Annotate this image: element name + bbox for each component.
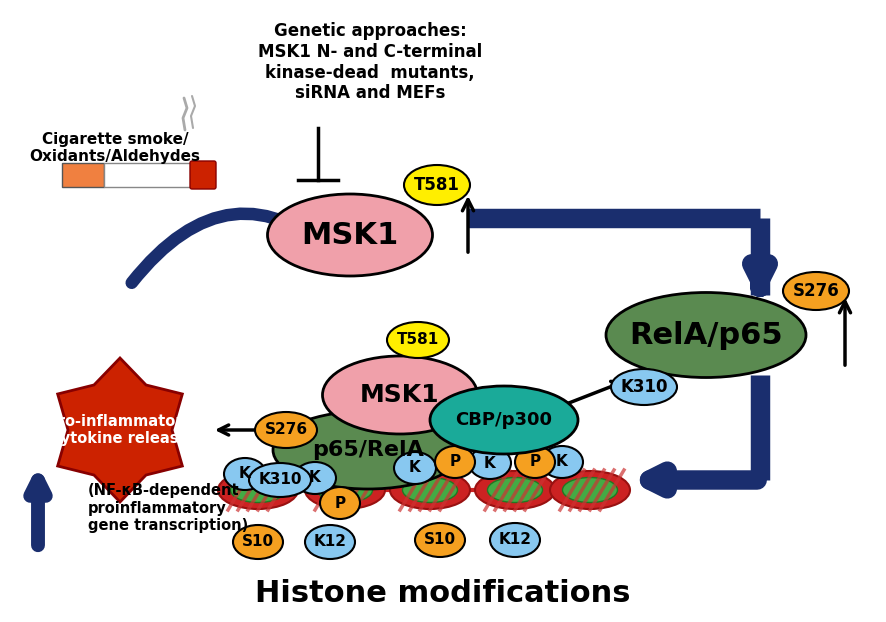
Text: K: K (309, 470, 321, 486)
Bar (104, 163, 192, 187)
Text: K: K (484, 455, 496, 470)
Text: T581: T581 (414, 176, 460, 194)
Text: K: K (556, 455, 568, 470)
Ellipse shape (515, 446, 555, 478)
Text: S276: S276 (793, 282, 839, 300)
Ellipse shape (563, 478, 618, 503)
Ellipse shape (490, 523, 540, 557)
Ellipse shape (611, 369, 677, 405)
Text: K12: K12 (314, 534, 346, 549)
Ellipse shape (387, 322, 449, 358)
Text: Histone modifications: Histone modifications (255, 580, 631, 608)
Text: K310: K310 (620, 378, 668, 396)
Text: K: K (239, 466, 251, 481)
Ellipse shape (268, 194, 432, 276)
Ellipse shape (415, 523, 465, 557)
Ellipse shape (606, 292, 806, 378)
Text: K: K (409, 460, 421, 475)
Text: Genetic approaches:
MSK1 N- and C-terminal
kinase-dead  mutants,
siRNA and MEFs: Genetic approaches: MSK1 N- and C-termin… (258, 22, 482, 103)
Ellipse shape (233, 525, 283, 559)
Text: P: P (449, 455, 461, 470)
Text: K12: K12 (499, 532, 532, 547)
Ellipse shape (475, 471, 555, 509)
Ellipse shape (323, 356, 478, 434)
Ellipse shape (294, 462, 336, 494)
Ellipse shape (430, 386, 578, 454)
Ellipse shape (230, 478, 285, 503)
Ellipse shape (487, 478, 542, 503)
FancyArrowPatch shape (132, 213, 340, 283)
Text: MSK1: MSK1 (361, 383, 439, 407)
Ellipse shape (317, 478, 372, 503)
Ellipse shape (320, 487, 360, 519)
Ellipse shape (404, 165, 470, 205)
Text: Pro-inflammatory
cytokine release: Pro-inflammatory cytokine release (48, 414, 192, 446)
Text: RelA/p65: RelA/p65 (629, 320, 783, 350)
Ellipse shape (550, 471, 630, 509)
FancyBboxPatch shape (62, 163, 104, 187)
Text: CBP/p300: CBP/p300 (455, 411, 553, 429)
Ellipse shape (224, 458, 266, 490)
Ellipse shape (255, 412, 317, 448)
Ellipse shape (783, 272, 849, 310)
Ellipse shape (394, 452, 436, 484)
Ellipse shape (273, 411, 463, 489)
Ellipse shape (402, 478, 457, 503)
FancyBboxPatch shape (190, 161, 216, 189)
Ellipse shape (541, 446, 583, 478)
Ellipse shape (469, 447, 511, 479)
Text: P: P (334, 496, 346, 511)
Text: T581: T581 (397, 333, 439, 348)
Polygon shape (58, 358, 183, 502)
Text: K310: K310 (258, 473, 302, 488)
Text: S276: S276 (264, 422, 307, 437)
Text: Cigarette smoke/
Oxidants/Aldehydes: Cigarette smoke/ Oxidants/Aldehydes (29, 132, 200, 164)
Ellipse shape (305, 525, 355, 559)
Text: S10: S10 (424, 532, 456, 547)
Text: S10: S10 (242, 534, 274, 549)
Ellipse shape (218, 471, 298, 509)
Ellipse shape (305, 471, 385, 509)
Ellipse shape (249, 463, 311, 497)
Text: (NF-κB-dependent
proinflammatory
gene transcription): (NF-κB-dependent proinflammatory gene tr… (88, 483, 248, 533)
Text: P: P (530, 455, 540, 470)
Text: p65/RelA: p65/RelA (312, 440, 424, 460)
Ellipse shape (390, 471, 470, 509)
Text: MSK1: MSK1 (301, 221, 399, 249)
Ellipse shape (435, 446, 475, 478)
